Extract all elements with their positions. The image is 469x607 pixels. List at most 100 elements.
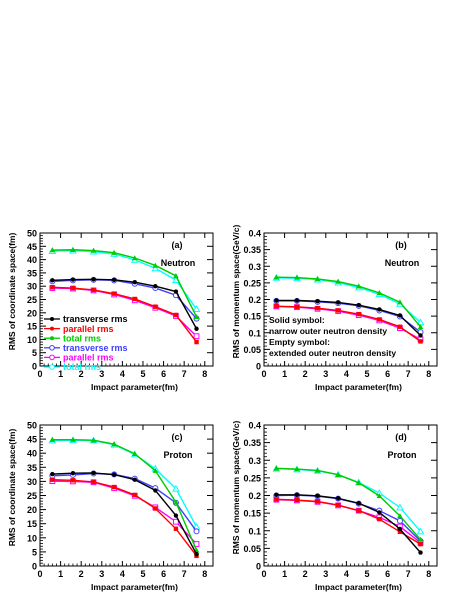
- y-tick-label: 0.35: [243, 245, 261, 255]
- data-point: [194, 339, 199, 345]
- data-point: [70, 478, 76, 483]
- series-line: [276, 494, 422, 554]
- y-tick-label: 15: [27, 519, 37, 529]
- panel-annotation: Neutron: [161, 258, 196, 268]
- data-point: [132, 280, 137, 285]
- x-axis-label: Impact parameter(fm): [315, 582, 402, 592]
- legend-marker: [49, 364, 55, 370]
- panel-label: (d): [395, 432, 407, 442]
- data-point: [418, 333, 423, 338]
- data-point: [294, 497, 300, 503]
- series-line: [52, 479, 198, 557]
- y-tick-label: 0.2: [248, 491, 261, 501]
- data-point: [91, 287, 96, 293]
- data-point: [356, 501, 361, 506]
- series-line: [52, 438, 198, 551]
- data-point: [194, 326, 199, 331]
- legend-label: total rms: [63, 333, 101, 343]
- y-tick-label: 0: [32, 562, 37, 572]
- data-point: [377, 307, 382, 312]
- x-tick-label: 8: [426, 369, 431, 379]
- y-tick-label: 0: [32, 362, 37, 372]
- series-line: [276, 305, 421, 342]
- y-tick-label: 50: [27, 229, 37, 239]
- y-tick-label: 45: [27, 435, 37, 445]
- y-axis-label: RMS of momentum space(GeV/c): [231, 225, 241, 359]
- data-point: [294, 298, 300, 303]
- legend-marker: [49, 345, 55, 351]
- data-point: [70, 436, 76, 442]
- data-point: [377, 317, 382, 322]
- x-tick-label: 0: [261, 569, 266, 579]
- data-point: [90, 247, 97, 253]
- x-tick-label: 4: [344, 569, 349, 579]
- legend-label: transverse rms: [63, 314, 128, 324]
- legend-marker: [50, 326, 54, 331]
- data-point: [111, 277, 117, 283]
- data-point: [111, 472, 117, 477]
- y-tick-label: 0.1: [248, 526, 261, 536]
- data-point: [132, 296, 137, 302]
- y-tick-label: 20: [27, 505, 37, 515]
- data-point: [315, 298, 320, 304]
- data-point: [173, 312, 179, 318]
- y-tick-label: 15: [27, 322, 37, 332]
- data-point: [49, 436, 56, 442]
- x-tick-label: 0: [37, 569, 42, 579]
- data-point: [132, 492, 137, 498]
- y-tick-label: 50: [27, 421, 37, 431]
- data-point: [152, 262, 159, 268]
- x-tick-label: 4: [344, 369, 349, 379]
- x-tick-label: 6: [385, 569, 390, 579]
- data-point: [50, 278, 55, 283]
- data-point: [153, 506, 158, 511]
- data-point: [397, 513, 403, 519]
- data-point: [335, 308, 341, 313]
- y-tick-label: 0.25: [243, 278, 261, 288]
- data-point: [193, 528, 200, 535]
- series-line: [52, 286, 198, 343]
- y-tick-label: 30: [27, 477, 37, 487]
- legend-marker: [50, 317, 54, 321]
- plot-frame: [39, 424, 214, 567]
- y-tick-label: 0.4: [248, 421, 261, 431]
- x-tick-label: 3: [99, 369, 104, 379]
- data-point: [355, 480, 362, 486]
- symbol-note: narrow outer neutron density: [269, 326, 387, 336]
- data-point: [335, 278, 341, 284]
- data-point: [417, 323, 424, 330]
- data-point: [377, 516, 382, 522]
- data-point: [418, 339, 423, 344]
- x-tick-label: 7: [182, 369, 187, 379]
- data-point: [70, 277, 76, 282]
- symbol-note: Solid symbol:: [269, 315, 325, 325]
- data-point: [273, 465, 280, 471]
- x-tick-label: 1: [282, 569, 287, 579]
- data-point: [356, 311, 361, 317]
- series-line: [276, 498, 421, 545]
- legend-label: total rms: [63, 362, 101, 372]
- panel-annotation: Proton: [164, 450, 193, 460]
- legend-marker: [49, 354, 55, 361]
- data-point: [192, 305, 201, 312]
- x-tick-label: 1: [58, 569, 63, 579]
- y-tick-label: 0.3: [248, 262, 261, 272]
- data-point: [131, 255, 138, 261]
- legend-marker: [50, 336, 54, 341]
- y-tick-label: 40: [27, 449, 37, 459]
- data-point: [194, 551, 199, 557]
- data-point: [377, 510, 382, 515]
- data-point: [111, 291, 117, 296]
- x-tick-label: 3: [99, 569, 104, 579]
- y-tick-label: 25: [27, 295, 37, 305]
- legend-label: parallel rms: [63, 324, 114, 334]
- data-point: [173, 499, 179, 505]
- x-tick-label: 4: [120, 369, 125, 379]
- x-tick-label: 1: [58, 369, 63, 379]
- data-point: [356, 302, 361, 308]
- data-point: [70, 285, 76, 291]
- data-point: [193, 333, 200, 340]
- y-axis-label: RMS of momentum space(GeV/c): [231, 421, 241, 555]
